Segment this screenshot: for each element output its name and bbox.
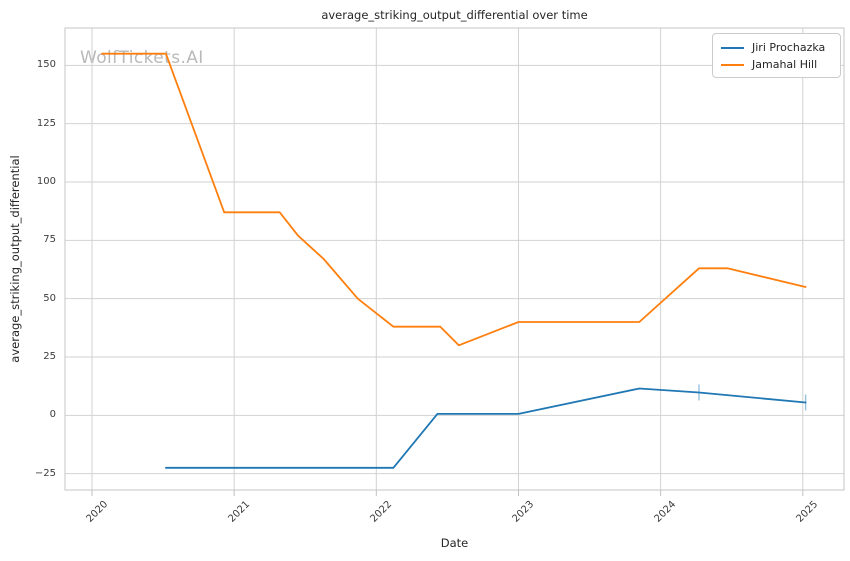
y-tick-label: 25 bbox=[43, 351, 56, 362]
legend-item-jiri-prochazka: Jiri Prochazka bbox=[721, 39, 832, 56]
y-tick-label: 125 bbox=[36, 117, 56, 129]
legend-line-sample-orange bbox=[721, 63, 744, 66]
line-jamahal-hill bbox=[101, 52, 807, 347]
chart-title: average_striking_output_differential ove… bbox=[321, 8, 588, 22]
legend-line-sample-blue bbox=[721, 46, 744, 49]
line-jiri-prochazka bbox=[164, 387, 807, 469]
legend: Jiri Prochazka Jamahal Hill bbox=[712, 33, 841, 78]
y-tick-label: −25 bbox=[34, 467, 56, 479]
y-tick-label: 0 bbox=[49, 409, 56, 421]
legend-label: Jamahal Hill bbox=[752, 58, 818, 71]
x-axis-label: Date bbox=[440, 536, 469, 550]
y-tick-label: 100 bbox=[36, 176, 56, 187]
plot-border bbox=[64, 27, 845, 491]
y-tick-label: 150 bbox=[36, 59, 56, 71]
legend-label: Jiri Prochazka bbox=[752, 41, 826, 54]
y-tick-label: 50 bbox=[43, 292, 56, 304]
legend-item-jamahal-hill: Jamahal Hill bbox=[721, 56, 832, 73]
y-tick-label: 75 bbox=[43, 234, 56, 246]
